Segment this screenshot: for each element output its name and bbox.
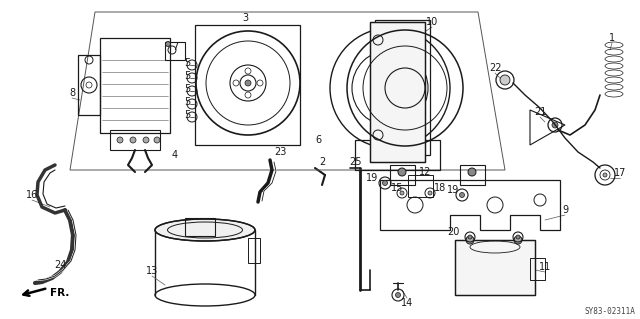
Circle shape — [500, 75, 510, 85]
Bar — [370, 22, 425, 162]
Circle shape — [154, 137, 160, 143]
Bar — [455, 240, 535, 295]
Bar — [390, 165, 415, 185]
Text: 15: 15 — [391, 183, 403, 193]
Text: 24: 24 — [54, 260, 66, 270]
Circle shape — [466, 236, 474, 244]
Text: 7: 7 — [172, 42, 178, 52]
Text: 17: 17 — [614, 168, 626, 178]
Text: 5: 5 — [184, 84, 190, 94]
Circle shape — [383, 181, 387, 186]
Text: 19: 19 — [366, 173, 378, 183]
Text: 19: 19 — [447, 185, 459, 195]
Text: 9: 9 — [562, 205, 568, 215]
Circle shape — [130, 137, 136, 143]
Text: 4: 4 — [172, 150, 178, 160]
Text: 13: 13 — [146, 266, 158, 276]
Text: 5: 5 — [184, 71, 190, 81]
Circle shape — [166, 41, 170, 47]
Text: 21: 21 — [534, 107, 546, 117]
Circle shape — [398, 168, 406, 176]
Bar — [248, 238, 260, 263]
Text: 22: 22 — [489, 63, 501, 73]
Text: 12: 12 — [419, 167, 431, 177]
Bar — [455, 240, 535, 295]
Bar — [110, 130, 160, 150]
Circle shape — [396, 293, 401, 298]
Text: 25: 25 — [349, 157, 361, 167]
Bar — [530, 258, 545, 280]
Text: 8: 8 — [69, 88, 75, 98]
Circle shape — [468, 168, 476, 176]
Text: 11: 11 — [539, 262, 551, 272]
Circle shape — [460, 192, 465, 197]
Text: 14: 14 — [401, 298, 413, 308]
Bar — [100, 38, 170, 133]
Text: SY83-02311A: SY83-02311A — [584, 308, 635, 316]
Text: 6: 6 — [315, 135, 321, 145]
Circle shape — [552, 122, 558, 128]
Bar — [408, 175, 433, 197]
Text: 5: 5 — [184, 110, 190, 120]
Text: 20: 20 — [447, 227, 459, 237]
Text: FR.: FR. — [50, 288, 69, 298]
Bar — [165, 42, 185, 60]
Text: 23: 23 — [274, 147, 286, 157]
Bar — [195, 25, 300, 145]
Circle shape — [428, 191, 432, 195]
Circle shape — [245, 80, 251, 86]
Bar — [370, 22, 425, 162]
Text: 5: 5 — [184, 58, 190, 68]
Text: 5: 5 — [184, 97, 190, 107]
Ellipse shape — [155, 219, 255, 241]
Circle shape — [400, 191, 404, 195]
Text: 18: 18 — [434, 183, 446, 193]
Text: 10: 10 — [426, 17, 438, 27]
Circle shape — [117, 137, 123, 143]
Bar — [460, 165, 485, 185]
Bar — [185, 218, 215, 236]
Bar — [78, 55, 100, 115]
Circle shape — [603, 173, 607, 177]
Text: 3: 3 — [242, 13, 248, 23]
Text: 16: 16 — [26, 190, 38, 200]
Circle shape — [143, 137, 149, 143]
Text: 1: 1 — [609, 33, 615, 43]
Circle shape — [468, 235, 472, 239]
Circle shape — [514, 236, 522, 244]
Circle shape — [516, 235, 520, 239]
Text: 2: 2 — [319, 157, 325, 167]
Bar — [355, 140, 440, 170]
